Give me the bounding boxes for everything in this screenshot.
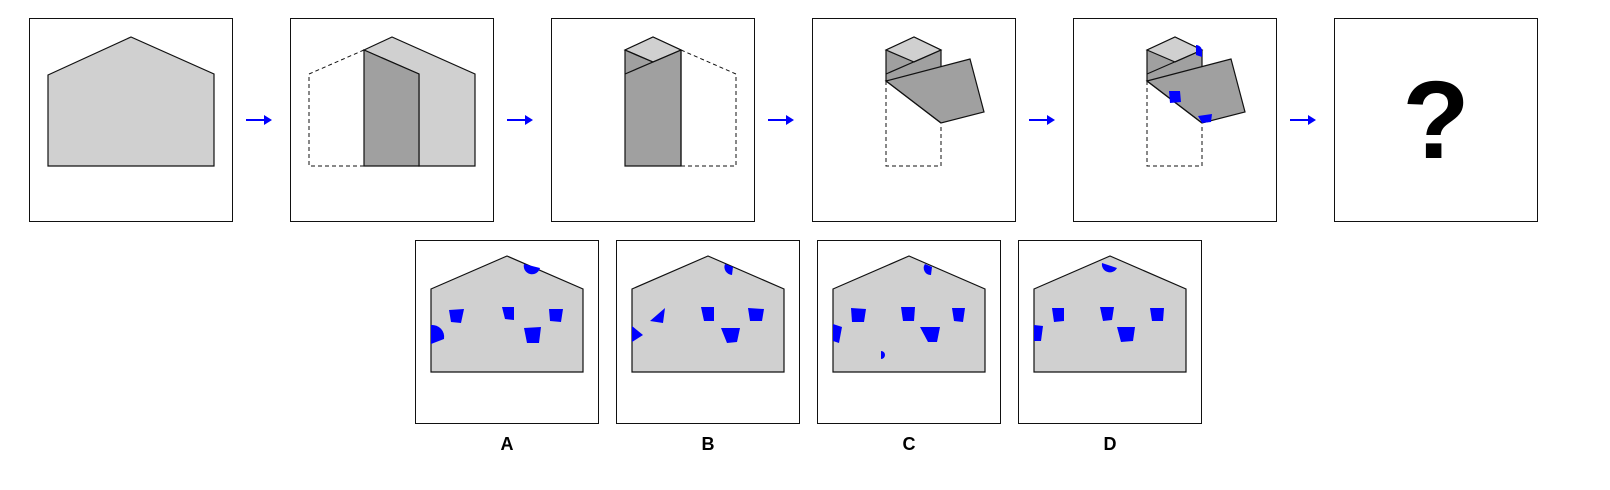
hole <box>549 309 563 322</box>
right-arrow-icon <box>1027 113 1057 132</box>
right-arrow-icon <box>766 113 796 132</box>
hole <box>632 326 643 342</box>
option-a-panel[interactable] <box>415 240 599 424</box>
punch-hole <box>1198 114 1212 123</box>
hole <box>748 308 764 321</box>
hole <box>502 307 514 320</box>
option-d-label[interactable]: D <box>1103 434 1117 454</box>
hole <box>833 324 842 343</box>
option-d-panel[interactable] <box>1018 240 1202 424</box>
hole <box>1101 263 1117 273</box>
question-mark: ? <box>1402 58 1470 182</box>
step-2-panel <box>290 18 494 222</box>
step-5-panel <box>1073 18 1277 222</box>
hole <box>724 264 733 275</box>
option-c-figure <box>832 255 986 373</box>
option-a-label[interactable]: A <box>500 434 514 454</box>
option-b-label[interactable]: B <box>701 434 715 454</box>
punch-hole <box>1196 45 1202 57</box>
right-arrow-icon <box>244 113 274 132</box>
step-3-figure <box>623 36 737 167</box>
hole <box>431 324 445 344</box>
step-2-figure <box>308 36 476 167</box>
hole <box>851 308 866 322</box>
right-arrow-icon <box>505 113 535 132</box>
hole <box>923 264 932 276</box>
hole <box>449 309 464 323</box>
hole <box>1052 308 1064 322</box>
option-a-figure <box>430 255 584 373</box>
step-4-figure <box>884 36 985 167</box>
hole <box>1117 327 1135 342</box>
hole <box>524 327 541 343</box>
option-b-figure <box>631 255 785 373</box>
hole <box>523 264 540 275</box>
step-5-figure <box>1145 36 1246 167</box>
answer-panel: ? <box>1334 18 1538 222</box>
hole <box>1100 307 1114 321</box>
punch-hole <box>1169 91 1181 103</box>
step-4-panel <box>812 18 1016 222</box>
hole <box>901 307 915 321</box>
hole <box>881 351 885 359</box>
hole <box>701 307 714 321</box>
option-c-label[interactable]: C <box>902 434 916 454</box>
hole <box>920 327 940 342</box>
option-d-figure <box>1033 255 1187 373</box>
step-1-panel <box>29 18 233 222</box>
hole <box>1034 325 1043 341</box>
hole <box>721 328 740 343</box>
step-1-figure <box>47 36 215 167</box>
hole <box>1150 308 1164 321</box>
option-c-panel[interactable] <box>817 240 1001 424</box>
hole <box>650 308 665 323</box>
hole <box>952 308 965 322</box>
right-arrow-icon <box>1288 113 1318 132</box>
option-b-panel[interactable] <box>616 240 800 424</box>
step-3-panel <box>551 18 755 222</box>
